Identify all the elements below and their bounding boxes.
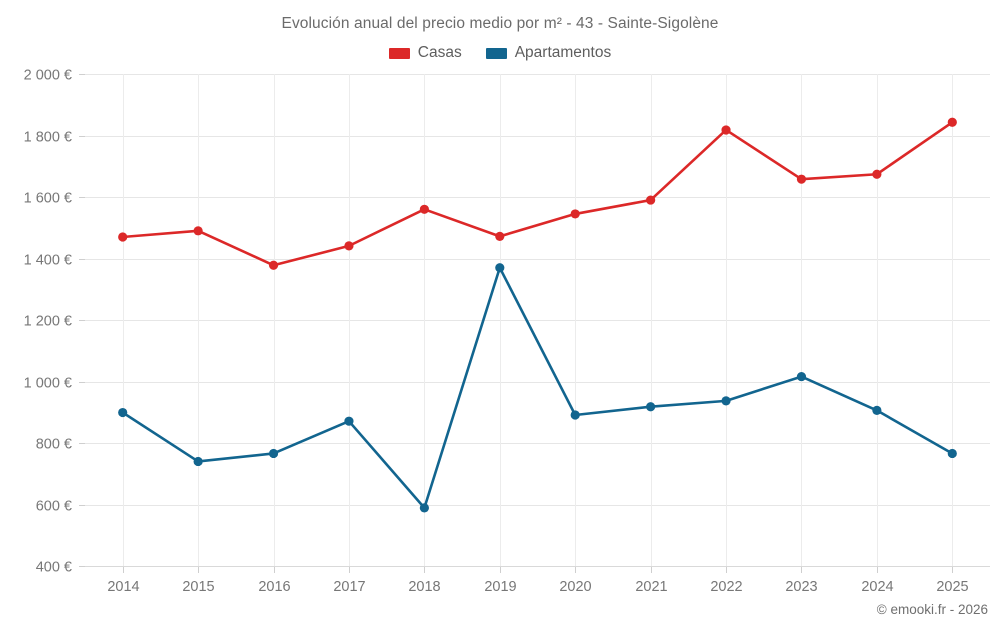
data-point[interactable]	[193, 456, 203, 467]
legend-swatch-casas	[388, 47, 410, 59]
series-lines	[121, 120, 954, 510]
data-point[interactable]	[344, 241, 354, 251]
y-axis-tick-labels: 2 000 € 1 800 € 1 600 € 1 400 € 1 200 € 1 000…	[24, 68, 72, 576]
data-point[interactable]	[646, 195, 656, 205]
legend-item-casas[interactable]: Casas	[388, 44, 462, 62]
x-tick-label: 2014	[107, 579, 139, 595]
chart-title: Evolución anual del precio medio por m² …	[281, 15, 719, 32]
x-tick-label: 2016	[258, 579, 290, 595]
x-axis-tick-labels: 2014 2015 2016 2017 2018 2019 2020 2021 2022 2023…	[107, 579, 968, 595]
data-point[interactable]	[570, 410, 580, 420]
data-point[interactable]	[118, 407, 128, 418]
x-tick-label: 2020	[559, 579, 591, 595]
y-tick-label: 1 000 €	[24, 376, 72, 392]
data-point[interactable]	[796, 174, 807, 184]
legend-item-apartamentos[interactable]: Apartamentos	[485, 44, 612, 62]
data-point[interactable]	[344, 416, 354, 426]
series-line-apartamentos	[121, 266, 954, 510]
x-tick-label: 2025	[936, 579, 968, 595]
data-point[interactable]	[495, 231, 505, 241]
x-tick-label: 2018	[408, 579, 440, 595]
x-tick-label: 2015	[182, 579, 214, 595]
data-point[interactable]	[419, 204, 429, 214]
data-point[interactable]	[947, 448, 957, 459]
y-tick-label: 1 400 €	[24, 253, 72, 269]
y-tick-label: 600 €	[36, 499, 72, 515]
x-tick-label: 2019	[484, 579, 516, 595]
data-point[interactable]	[570, 209, 580, 219]
legend-label-casas: Casas	[417, 44, 462, 61]
y-tick-label: 400 €	[36, 560, 72, 576]
series-line-casas	[121, 120, 954, 267]
x-tick-label: 2017	[333, 579, 365, 595]
y-tick-label: 800 €	[36, 437, 72, 453]
data-point[interactable]	[872, 405, 882, 416]
data-point[interactable]	[796, 371, 807, 382]
gridlines	[85, 74, 990, 567]
data-point[interactable]	[947, 117, 957, 127]
y-tick-label: 1 600 €	[24, 191, 72, 207]
data-points	[118, 117, 957, 513]
x-tick-label: 2022	[710, 579, 742, 595]
x-tick-label: 2024	[861, 579, 893, 595]
y-tick-label: 1 800 €	[24, 130, 72, 146]
data-point[interactable]	[268, 260, 279, 270]
y-tick-label: 1 200 €	[24, 314, 72, 330]
data-point[interactable]	[268, 448, 279, 459]
y-tick-label: 2 000 €	[24, 68, 72, 84]
data-point[interactable]	[419, 503, 429, 513]
copyright-credit: © emooki.fr - 2026	[876, 602, 988, 617]
data-point[interactable]	[118, 232, 128, 242]
data-point[interactable]	[721, 396, 731, 406]
data-point[interactable]	[721, 125, 731, 135]
legend-swatch-apartamentos	[485, 47, 507, 59]
data-point[interactable]	[193, 226, 203, 236]
chart-legend: Casas Apartamentos	[0, 44, 1000, 62]
x-tick-label: 2021	[635, 579, 667, 595]
legend-label-apartamentos: Apartamentos	[514, 44, 612, 61]
axes	[79, 74, 990, 573]
x-tick-label: 2023	[785, 579, 817, 595]
data-point[interactable]	[872, 169, 882, 179]
data-point[interactable]	[495, 263, 505, 273]
data-point[interactable]	[646, 402, 656, 412]
